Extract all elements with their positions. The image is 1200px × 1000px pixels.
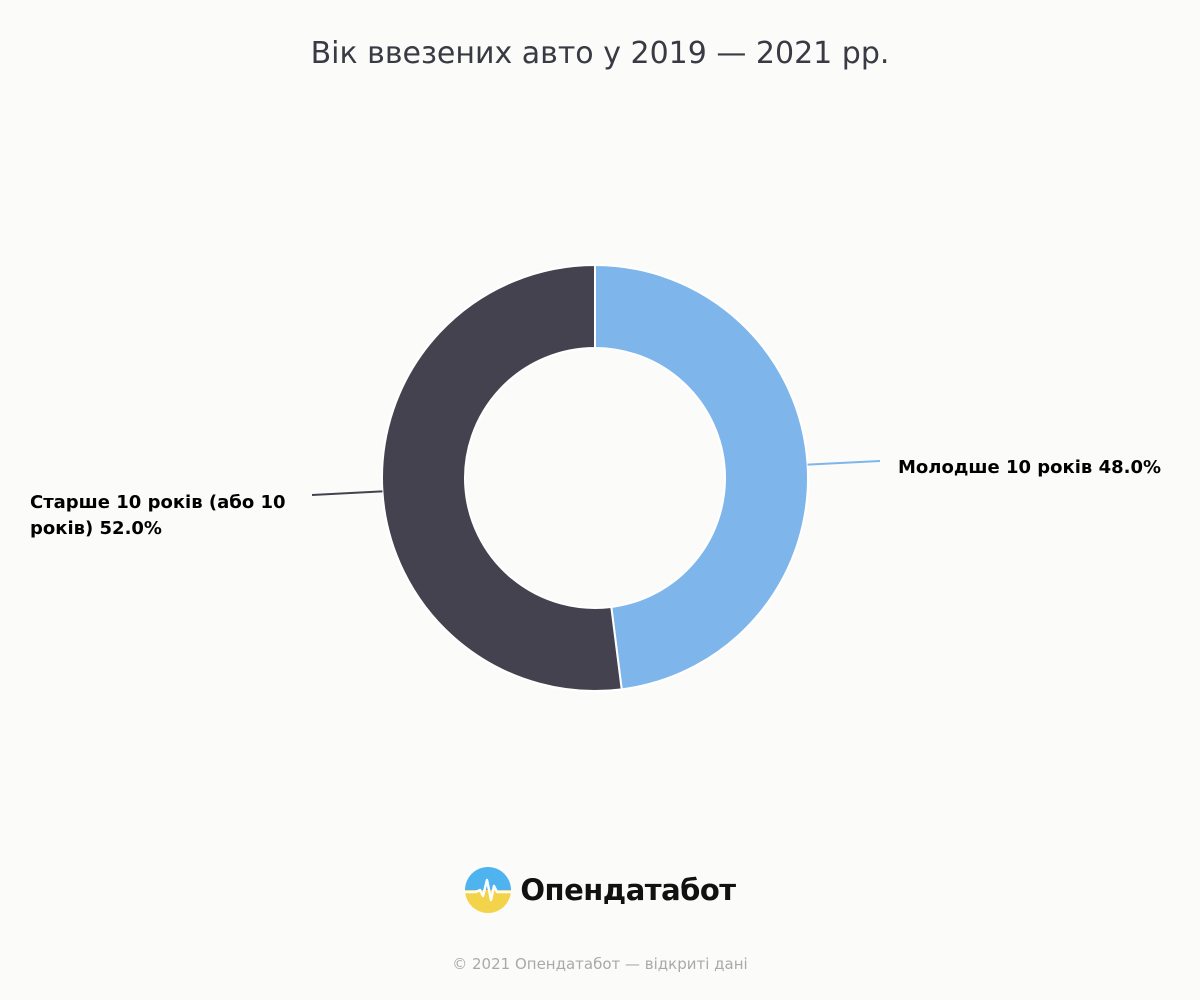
- chart-title: Вік ввезених авто у 2019 — 2021 рр.: [310, 36, 890, 71]
- slice-label-old-line-2: років) 52.0%: [30, 518, 162, 539]
- opendatabot-logo-icon: [465, 867, 512, 913]
- slice-label-young-line-1: Молодше 10 років 48.0%: [898, 457, 1161, 478]
- logo-text: Опендатабот: [520, 873, 736, 907]
- brand-logo[interactable]: Опендатабот: [0, 866, 1200, 914]
- connector-line-old: [311, 490, 383, 496]
- slice-label-old-line-1: Старше 10 років (або 10: [30, 492, 286, 513]
- pie-slice-old[interactable]: [381, 263, 623, 692]
- slice-label-old: Старше 10 років (або 10 років) 52.0%: [30, 492, 292, 539]
- pie-slice-young[interactable]: [594, 263, 809, 691]
- slice-label-young: Молодше 10 років 48.0%: [898, 457, 1161, 478]
- copyright-text: © 2021 Опендатабот — відкриті дані: [452, 955, 748, 973]
- connector-line-young: [807, 460, 881, 466]
